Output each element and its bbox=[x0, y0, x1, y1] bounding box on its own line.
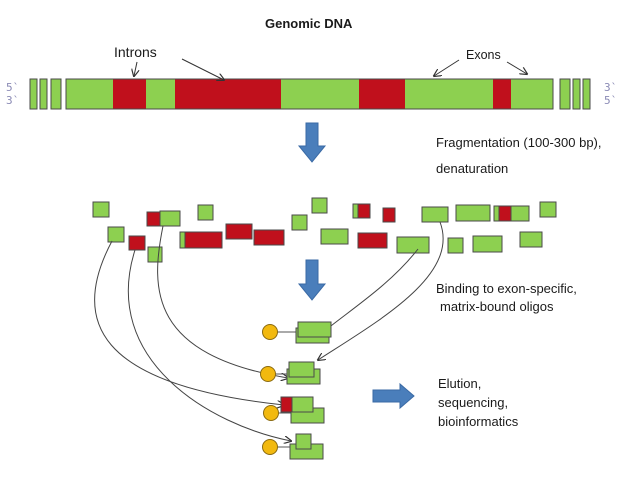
intron-fragment bbox=[357, 232, 388, 249]
strand-cap-right-1 bbox=[559, 78, 571, 110]
intron-fragment bbox=[357, 203, 371, 219]
intron-fragment bbox=[128, 235, 146, 251]
step-fragmentation-line1: Fragmentation (100-300 bp), bbox=[436, 135, 602, 150]
exon-fragment bbox=[311, 197, 328, 214]
introns-pointer-left bbox=[134, 61, 137, 76]
exon-fragment bbox=[421, 206, 449, 223]
exon-fragment bbox=[291, 214, 308, 231]
intron-segment bbox=[175, 79, 281, 109]
intron-fragment bbox=[382, 207, 396, 223]
step-binding-line1: Binding to exon-specific, bbox=[436, 281, 577, 296]
strand-cap-left-3 bbox=[50, 78, 62, 110]
captured-exon-fragment bbox=[288, 361, 315, 378]
captured-exon-fragment bbox=[295, 433, 312, 450]
intron-fragment bbox=[225, 223, 253, 240]
dna-fragments bbox=[92, 197, 557, 263]
exon-fragment bbox=[472, 235, 503, 253]
diagram-title: Genomic DNA bbox=[265, 16, 353, 31]
capture-arrows bbox=[94, 221, 444, 441]
bead-icon bbox=[262, 439, 278, 455]
exon-fragment bbox=[396, 236, 430, 254]
exon-fragment bbox=[147, 246, 163, 263]
exon-fragment bbox=[519, 231, 543, 248]
exon-fragment bbox=[510, 205, 530, 222]
strand-cap-right-2 bbox=[572, 78, 581, 110]
bead-icon bbox=[263, 405, 279, 421]
capture-bead-4 bbox=[262, 433, 324, 460]
exon-fragment bbox=[159, 210, 181, 227]
genomic-dna-strand bbox=[29, 78, 591, 110]
strand-end-right-bottom: 5` bbox=[604, 94, 618, 107]
capture-bead-2 bbox=[260, 361, 321, 385]
intron-segment bbox=[359, 79, 405, 109]
strand-end-left-top: 5` bbox=[6, 81, 20, 94]
capture-bead-3 bbox=[263, 396, 325, 424]
bead-icon bbox=[260, 366, 276, 382]
capture-curve bbox=[128, 249, 291, 441]
introns-pointer-right bbox=[181, 58, 224, 80]
process-arrow-down-icon bbox=[297, 259, 327, 301]
captured-exon-fragment bbox=[297, 321, 332, 338]
process-arrow-down-icon bbox=[297, 122, 327, 163]
exon-fragment bbox=[455, 204, 491, 222]
exon-fragment bbox=[107, 226, 125, 243]
exon-fragment bbox=[447, 237, 464, 254]
bead-icon bbox=[262, 324, 278, 340]
exon-fragment bbox=[539, 201, 557, 218]
intron-fragment bbox=[146, 211, 162, 227]
exon-fragment bbox=[197, 204, 214, 221]
step-binding-line2: matrix-bound oligos bbox=[440, 299, 554, 314]
strand-main-body bbox=[65, 78, 554, 110]
strand-end-right-top: 3` bbox=[604, 81, 618, 94]
step-elution-line2: sequencing, bbox=[438, 395, 509, 410]
captured-intron-part bbox=[280, 396, 294, 413]
step-fragmentation-line2: denaturation bbox=[436, 161, 509, 176]
intron-fragment bbox=[253, 229, 285, 246]
step-elution-line1: Elution, bbox=[438, 376, 482, 391]
strand-cap-left-1 bbox=[29, 78, 38, 110]
captured-exon-fragment bbox=[291, 396, 314, 413]
intron-segment bbox=[493, 79, 511, 109]
exons-pointer-right bbox=[506, 61, 527, 74]
capture-curve bbox=[94, 240, 284, 405]
step-elution-line3: bioinformatics bbox=[438, 414, 519, 429]
capture-curve bbox=[318, 221, 444, 360]
capture-bead-1 bbox=[262, 321, 332, 344]
intron-segment bbox=[113, 79, 146, 109]
exons-label: Exons bbox=[466, 48, 501, 62]
capture-curve bbox=[322, 248, 419, 333]
exons-pointer-left bbox=[434, 59, 460, 76]
intron-fragment bbox=[184, 231, 223, 249]
strand-cap-left-2 bbox=[39, 78, 48, 110]
introns-label: Introns bbox=[114, 44, 157, 60]
exon-fragment bbox=[320, 228, 349, 245]
intron-fragment bbox=[498, 205, 513, 222]
strand-cap-right-3 bbox=[582, 78, 591, 110]
capture-curve bbox=[157, 225, 288, 378]
exon-fragment bbox=[92, 201, 110, 218]
strand-end-left-bottom: 3` bbox=[6, 94, 20, 107]
process-arrow-right-icon bbox=[372, 382, 415, 410]
